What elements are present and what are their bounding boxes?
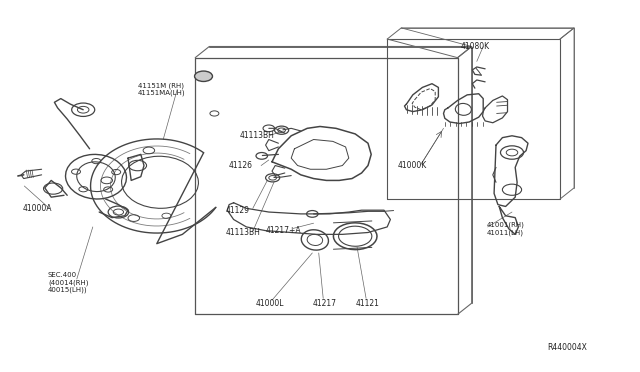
Circle shape: [195, 71, 212, 81]
Text: 41001(RH)
41011(LH): 41001(RH) 41011(LH): [486, 222, 524, 236]
Text: 41126: 41126: [229, 161, 253, 170]
Text: 41080K: 41080K: [461, 42, 490, 51]
Text: 41217: 41217: [312, 299, 337, 308]
Text: SEC.400
(40014(RH)
40015(LH)): SEC.400 (40014(RH) 40015(LH)): [48, 272, 88, 293]
Text: 41000A: 41000A: [22, 204, 52, 213]
Text: 41217+A: 41217+A: [266, 226, 301, 235]
Text: 41000L: 41000L: [256, 299, 285, 308]
Text: 41000K: 41000K: [398, 161, 428, 170]
Text: 41113BH: 41113BH: [240, 131, 275, 140]
Text: R440004X: R440004X: [547, 343, 587, 352]
Text: 41113BH: 41113BH: [225, 228, 260, 237]
Text: 41129: 41129: [225, 206, 249, 215]
Text: 41151M (RH)
41151MA(LH): 41151M (RH) 41151MA(LH): [138, 82, 185, 96]
Text: 41121: 41121: [355, 299, 379, 308]
